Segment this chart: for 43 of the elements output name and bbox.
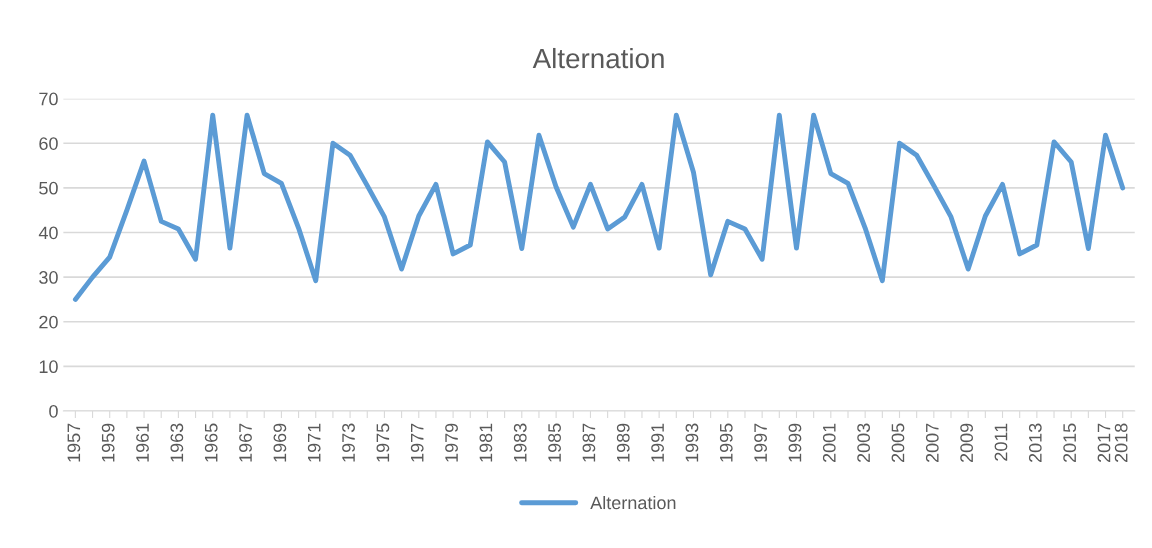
x-tick-label: 2009 xyxy=(960,423,974,463)
x-tick-label: 1963 xyxy=(170,423,184,462)
x-tick-label: 1975 xyxy=(376,423,390,462)
x-tick-label: 1961 xyxy=(136,423,149,462)
x-tick-label: 1979 xyxy=(445,423,458,462)
x-tick-label: 1999 xyxy=(788,423,802,462)
x-tick-label: 1985 xyxy=(548,423,561,462)
chart-title: Alternation xyxy=(532,47,664,69)
y-tick-label: 30 xyxy=(39,271,58,284)
x-tick-label: 1991 xyxy=(651,423,664,462)
x-tick-label: 1977 xyxy=(410,423,424,462)
x-tick-label: 1995 xyxy=(719,423,733,462)
x-tick-label: 2017 xyxy=(1097,423,1111,463)
x-tick-label: 1967 xyxy=(239,423,252,462)
x-tick-label: 1959 xyxy=(101,423,115,462)
x-tick-label: 2013 xyxy=(1028,423,1042,463)
x-tick-label: 1971 xyxy=(307,423,321,462)
x-tick-label: 2015 xyxy=(1063,423,1077,463)
x-tick-label: 1981 xyxy=(479,423,493,462)
y-tick-label: 70 xyxy=(39,92,58,106)
x-tick-label: 2011 xyxy=(994,423,1008,461)
x-tick-label: 2003 xyxy=(857,423,871,463)
x-tick-label: 1989 xyxy=(616,423,630,462)
x-tick-label: 1969 xyxy=(273,423,287,462)
x-tick-label: 1957 xyxy=(67,423,81,462)
legend-label: Alternation xyxy=(590,495,676,510)
x-tick-label: 2005 xyxy=(891,423,905,463)
y-tick-label: 40 xyxy=(38,226,58,240)
x-tick-label: 1973 xyxy=(342,423,355,462)
line-series xyxy=(72,112,1126,302)
x-tick-label: 2018 xyxy=(1114,423,1128,463)
x-tick-label: 1993 xyxy=(685,423,699,462)
y-tick-label: 20 xyxy=(39,315,58,329)
y-tick-label: 0 xyxy=(49,404,58,418)
x-tick-label: 1997 xyxy=(754,423,767,462)
y-tick-label: 10 xyxy=(39,360,58,374)
y-tick-label: 60 xyxy=(39,137,58,150)
x-tick-label: 1987 xyxy=(582,423,596,462)
x-tick-label: 2007 xyxy=(925,423,939,463)
x-tick-label: 1983 xyxy=(513,423,527,462)
y-tick-label: 50 xyxy=(39,181,58,195)
x-tick-label: 2001 xyxy=(822,423,836,463)
x-tick-label: 1965 xyxy=(204,423,218,462)
